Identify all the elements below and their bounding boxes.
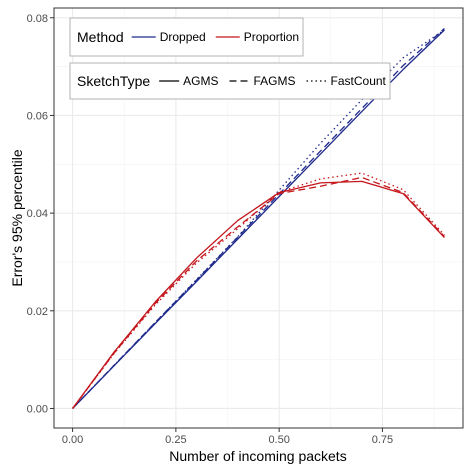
legend-label-dropped: Dropped xyxy=(160,30,206,44)
y-tick-label: 0.02 xyxy=(27,306,48,318)
x-axis-title: Number of incoming packets xyxy=(169,448,346,464)
x-tick-label: 0.00 xyxy=(62,434,83,446)
y-tick-label: 0.00 xyxy=(27,403,48,415)
y-axis-title: Error's 95% percentile xyxy=(9,149,25,287)
x-tick-label: 0.50 xyxy=(268,434,289,446)
y-tick-label: 0.06 xyxy=(27,110,48,122)
y-tick-label: 0.04 xyxy=(27,208,48,220)
x-tick-label: 0.75 xyxy=(372,434,393,446)
legend-method: Method Dropped Proportion xyxy=(70,18,303,56)
legend-label-agms: AGMS xyxy=(183,74,218,88)
legend-label-fagms: FAGMS xyxy=(254,74,296,88)
x-tick-label: 0.25 xyxy=(165,434,186,446)
legend-title: Method xyxy=(77,29,124,45)
y-tick-label: 0.08 xyxy=(27,13,48,25)
legend-sketchtype: SketchType AGMS FAGMS FastCount xyxy=(70,63,390,99)
legend-label-fastcount: FastCount xyxy=(331,74,387,88)
legend-label-proportion: Proportion xyxy=(244,30,299,44)
legend-title: SketchType xyxy=(77,73,150,89)
